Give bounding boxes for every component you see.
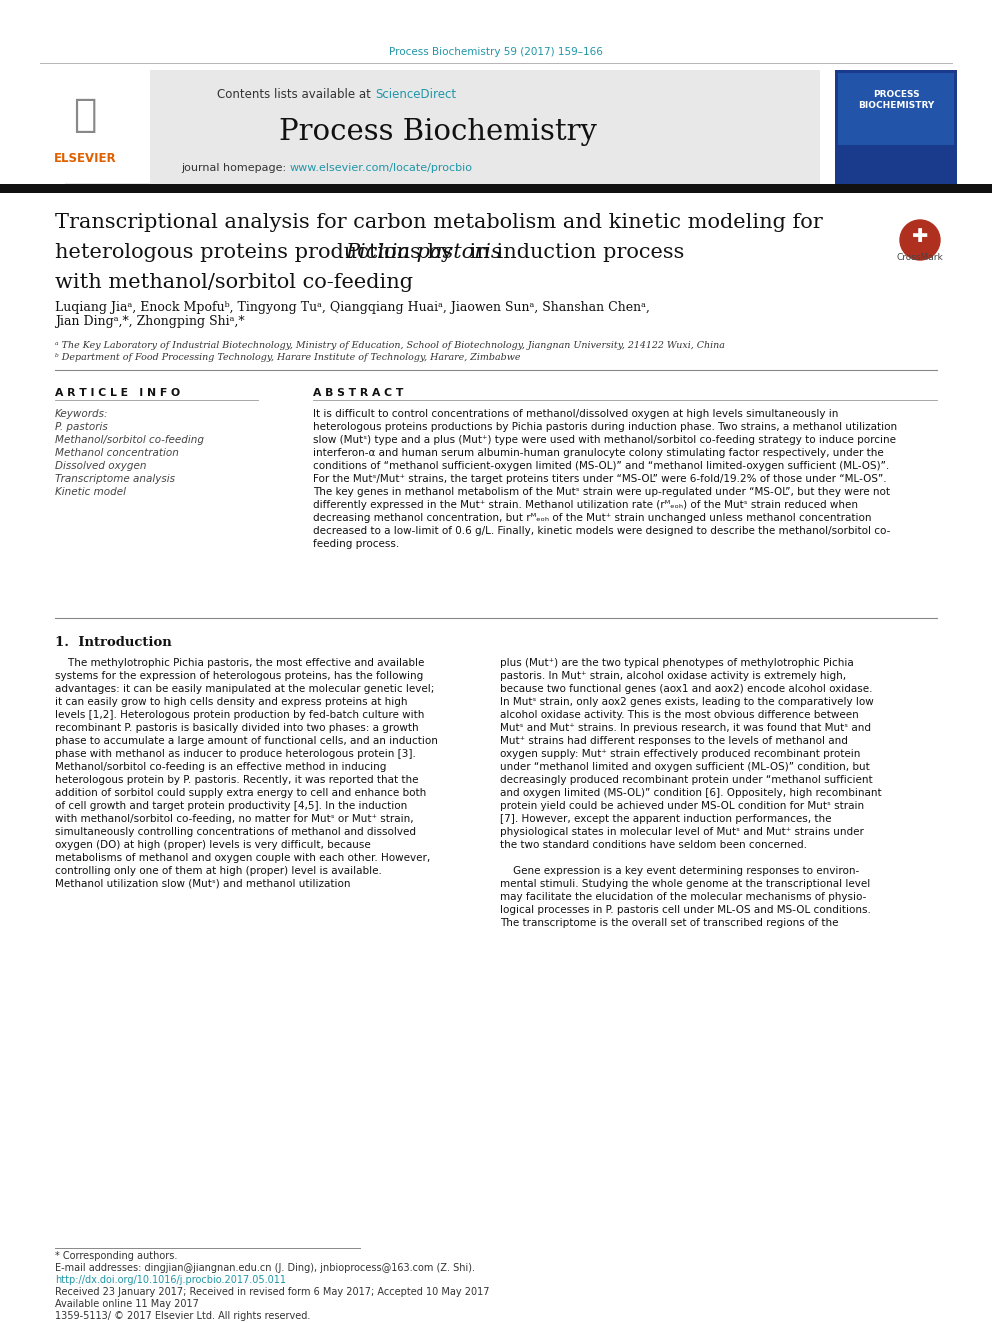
Text: plus (Mut⁺) are the two typical phenotypes of methylotrophic Pichia: plus (Mut⁺) are the two typical phenotyp…	[500, 658, 854, 668]
Text: under “methanol limited and oxygen sufficient (ML-OS)” condition, but: under “methanol limited and oxygen suffi…	[500, 762, 870, 773]
Text: The methylotrophic Pichia pastoris, the most effective and available: The methylotrophic Pichia pastoris, the …	[55, 658, 425, 668]
Text: * Corresponding authors.: * Corresponding authors.	[55, 1252, 178, 1261]
FancyBboxPatch shape	[65, 70, 820, 185]
Text: pastoris. In Mut⁺ strain, alcohol oxidase activity is extremely high,: pastoris. In Mut⁺ strain, alcohol oxidas…	[500, 671, 846, 681]
Text: It is difficult to control concentrations of methanol/dissolved oxygen at high l: It is difficult to control concentration…	[313, 409, 838, 419]
Text: Pichia pastoris: Pichia pastoris	[345, 242, 502, 262]
Text: ᵃ The Key Laboratory of Industrial Biotechnology, Ministry of Education, School : ᵃ The Key Laboratory of Industrial Biote…	[55, 341, 725, 351]
Text: physiological states in molecular level of Mutˢ and Mut⁺ strains under: physiological states in molecular level …	[500, 827, 864, 837]
Text: Available online 11 May 2017: Available online 11 May 2017	[55, 1299, 198, 1308]
Text: 1.  Introduction: 1. Introduction	[55, 636, 172, 650]
Text: Mutˢ and Mut⁺ strains. In previous research, it was found that Mutˢ and: Mutˢ and Mut⁺ strains. In previous resea…	[500, 722, 871, 733]
Text: recombinant P. pastoris is basically divided into two phases: a growth: recombinant P. pastoris is basically div…	[55, 722, 419, 733]
Text: In Mutˢ strain, only aox2 genes exists, leading to the comparatively low: In Mutˢ strain, only aox2 genes exists, …	[500, 697, 874, 706]
Text: PROCESS
BIOCHEMISTRY: PROCESS BIOCHEMISTRY	[858, 90, 934, 110]
Text: the two standard conditions have seldom been concerned.: the two standard conditions have seldom …	[500, 840, 807, 849]
FancyBboxPatch shape	[835, 70, 957, 185]
Text: www.elsevier.com/locate/procbio: www.elsevier.com/locate/procbio	[290, 163, 473, 173]
Text: Jian Dingᵃ,*, Zhongping Shiᵃ,*: Jian Dingᵃ,*, Zhongping Shiᵃ,*	[55, 315, 245, 328]
Text: with methanol/sorbitol co-feeding: with methanol/sorbitol co-feeding	[55, 273, 413, 291]
Text: heterologous protein by P. pastoris. Recently, it was reported that the: heterologous protein by P. pastoris. Rec…	[55, 775, 419, 785]
Text: phase to accumulate a large amount of functional cells, and an induction: phase to accumulate a large amount of fu…	[55, 736, 437, 746]
Text: ScienceDirect: ScienceDirect	[375, 89, 456, 102]
Text: http://dx.doi.org/10.1016/j.procbio.2017.05.011: http://dx.doi.org/10.1016/j.procbio.2017…	[55, 1275, 286, 1285]
Text: A R T I C L E   I N F O: A R T I C L E I N F O	[55, 388, 181, 398]
Text: logical processes in P. pastoris cell under ML-OS and MS-OL conditions.: logical processes in P. pastoris cell un…	[500, 905, 871, 916]
Text: systems for the expression of heterologous proteins, has the following: systems for the expression of heterologo…	[55, 671, 424, 681]
Text: heterologous proteins productions by: heterologous proteins productions by	[55, 242, 459, 262]
Text: levels [1,2]. Heterologous protein production by fed-batch culture with: levels [1,2]. Heterologous protein produ…	[55, 710, 425, 720]
Text: decreased to a low-limit of 0.6 g/L. Finally, kinetic models were designed to de: decreased to a low-limit of 0.6 g/L. Fin…	[313, 527, 891, 536]
Text: with methanol/sorbitol co-feeding, no matter for Mutˢ or Mut⁺ strain,: with methanol/sorbitol co-feeding, no ma…	[55, 814, 414, 824]
Text: decreasingly produced recombinant protein under “methanol sufficient: decreasingly produced recombinant protei…	[500, 775, 873, 785]
Text: The key genes in methanol metabolism of the Mutˢ strain were up-regulated under : The key genes in methanol metabolism of …	[313, 487, 890, 497]
Text: because two functional genes (aox1 and aox2) encode alcohol oxidase.: because two functional genes (aox1 and a…	[500, 684, 873, 695]
Text: in induction process: in induction process	[463, 242, 684, 262]
Text: E-mail addresses: dingjian@jiangnan.edu.cn (J. Ding), jnbioprocess@163.com (Z. S: E-mail addresses: dingjian@jiangnan.edu.…	[55, 1263, 475, 1273]
Text: 1359-5113/ © 2017 Elsevier Ltd. All rights reserved.: 1359-5113/ © 2017 Elsevier Ltd. All righ…	[55, 1311, 310, 1320]
Text: ELSEVIER: ELSEVIER	[54, 152, 116, 164]
Circle shape	[900, 220, 940, 261]
Text: 🌳: 🌳	[73, 97, 96, 134]
Text: interferon-α and human serum albumin-human granulocyte colony stimulating factor: interferon-α and human serum albumin-hum…	[313, 448, 884, 458]
Text: The transcriptome is the overall set of transcribed regions of the: The transcriptome is the overall set of …	[500, 918, 838, 927]
Text: addition of sorbitol could supply extra energy to cell and enhance both: addition of sorbitol could supply extra …	[55, 789, 427, 798]
Text: alcohol oxidase activity. This is the most obvious difference between: alcohol oxidase activity. This is the mo…	[500, 710, 859, 720]
Text: Transcriptional analysis for carbon metabolism and kinetic modeling for: Transcriptional analysis for carbon meta…	[55, 213, 822, 232]
Text: feeding process.: feeding process.	[313, 538, 399, 549]
Text: Gene expression is a key event determining responses to environ-: Gene expression is a key event determini…	[500, 867, 859, 876]
Text: Received 23 January 2017; Received in revised form 6 May 2017; Accepted 10 May 2: Received 23 January 2017; Received in re…	[55, 1287, 489, 1297]
Text: For the Mutˢ/Mut⁺ strains, the target proteins titers under “MS-OL” were 6-fold/: For the Mutˢ/Mut⁺ strains, the target pr…	[313, 474, 887, 484]
Text: it can easily grow to high cells density and express proteins at high: it can easily grow to high cells density…	[55, 697, 408, 706]
Text: advantages: it can be easily manipulated at the molecular genetic level;: advantages: it can be easily manipulated…	[55, 684, 434, 695]
Text: Methanol/sorbitol co-feeding: Methanol/sorbitol co-feeding	[55, 435, 204, 445]
Text: ᵇ Department of Food Processing Technology, Harare Institute of Technology, Hara: ᵇ Department of Food Processing Technolo…	[55, 353, 521, 363]
Text: [7]. However, except the apparent induction performances, the: [7]. However, except the apparent induct…	[500, 814, 831, 824]
Text: mental stimuli. Studying the whole genome at the transcriptional level: mental stimuli. Studying the whole genom…	[500, 878, 870, 889]
Text: Mut⁺ strains had different responses to the levels of methanol and: Mut⁺ strains had different responses to …	[500, 736, 848, 746]
Text: decreasing methanol concentration, but rᴹₑₒₕ of the Mut⁺ strain unchanged unless: decreasing methanol concentration, but r…	[313, 513, 872, 523]
Text: oxygen (DO) at high (proper) levels is very difficult, because: oxygen (DO) at high (proper) levels is v…	[55, 840, 371, 849]
Text: Transcriptome analysis: Transcriptome analysis	[55, 474, 175, 484]
Text: Process Biochemistry: Process Biochemistry	[279, 118, 597, 146]
FancyBboxPatch shape	[30, 70, 150, 183]
Text: may facilitate the elucidation of the molecular mechanisms of physio-: may facilitate the elucidation of the mo…	[500, 892, 866, 902]
Text: journal homepage:: journal homepage:	[182, 163, 290, 173]
Text: heterologous proteins productions by Pichia pastoris during induction phase. Two: heterologous proteins productions by Pic…	[313, 422, 897, 433]
Text: and oxygen limited (MS-OL)” condition [6]. Oppositely, high recombinant: and oxygen limited (MS-OL)” condition [6…	[500, 789, 882, 798]
Text: Luqiang Jiaᵃ, Enock Mpofuᵇ, Tingyong Tuᵃ, Qiangqiang Huaiᵃ, Jiaowen Sunᵃ, Shansh: Luqiang Jiaᵃ, Enock Mpofuᵇ, Tingyong Tuᵃ…	[55, 302, 650, 315]
Text: Process Biochemistry 59 (2017) 159–166: Process Biochemistry 59 (2017) 159–166	[389, 48, 603, 57]
Text: Kinetic model: Kinetic model	[55, 487, 126, 497]
Text: of cell growth and target protein productivity [4,5]. In the induction: of cell growth and target protein produc…	[55, 800, 408, 811]
Text: simultaneously controlling concentrations of methanol and dissolved: simultaneously controlling concentration…	[55, 827, 416, 837]
Text: controlling only one of them at high (proper) level is available.: controlling only one of them at high (pr…	[55, 867, 382, 876]
Text: A B S T R A C T: A B S T R A C T	[313, 388, 404, 398]
Text: Methanol/sorbitol co-feeding is an effective method in inducing: Methanol/sorbitol co-feeding is an effec…	[55, 762, 386, 773]
Text: Methanol utilization slow (Mutˢ) and methanol utilization: Methanol utilization slow (Mutˢ) and met…	[55, 878, 350, 889]
Text: CrossMark: CrossMark	[897, 254, 943, 262]
Text: phase with methanol as inducer to produce heterologous protein [3].: phase with methanol as inducer to produc…	[55, 749, 416, 759]
Text: protein yield could be achieved under MS-OL condition for Mutˢ strain: protein yield could be achieved under MS…	[500, 800, 864, 811]
Text: Dissolved oxygen: Dissolved oxygen	[55, 460, 147, 471]
Text: Contents lists available at: Contents lists available at	[217, 89, 375, 102]
FancyBboxPatch shape	[838, 73, 954, 146]
Text: conditions of “methanol sufficient-oxygen limited (MS-OL)” and “methanol limited: conditions of “methanol sufficient-oxyge…	[313, 460, 889, 471]
Text: oxygen supply: Mut⁺ strain effectively produced recombinant protein: oxygen supply: Mut⁺ strain effectively p…	[500, 749, 860, 759]
Text: slow (Mutˢ) type and a plus (Mut⁺) type were used with methanol/sorbitol co-feed: slow (Mutˢ) type and a plus (Mut⁺) type …	[313, 435, 896, 445]
Text: Methanol concentration: Methanol concentration	[55, 448, 179, 458]
Text: ✚: ✚	[912, 228, 929, 246]
FancyBboxPatch shape	[0, 184, 992, 193]
Text: metabolisms of methanol and oxygen couple with each other. However,: metabolisms of methanol and oxygen coupl…	[55, 853, 431, 863]
Text: Keywords:: Keywords:	[55, 409, 108, 419]
Text: differently expressed in the Mut⁺ strain. Methanol utilization rate (rᴹₑₒₕ) of t: differently expressed in the Mut⁺ strain…	[313, 500, 858, 509]
Text: P. pastoris: P. pastoris	[55, 422, 108, 433]
